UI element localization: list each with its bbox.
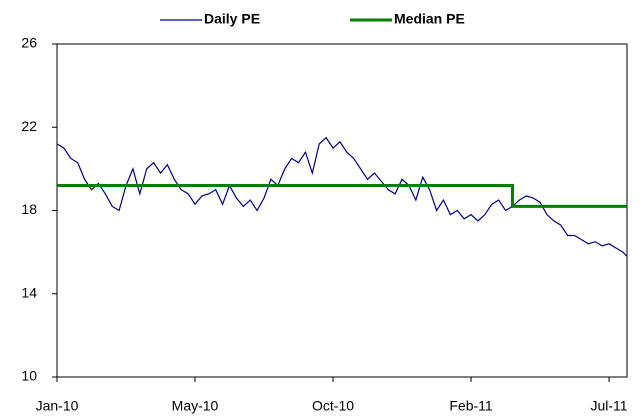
legend-label: Daily PE [204,11,260,27]
y-tick-label: 22 [21,118,37,134]
series-line [56,136,628,257]
x-tick-label: Jul-11 [591,398,628,414]
legend-label: Median PE [394,11,465,27]
y-tick-label: 26 [21,35,37,51]
x-tick-label: Jan-10 [36,398,79,414]
y-tick-label: 14 [21,284,37,300]
y-tick-label: 10 [21,368,37,384]
x-tick-label: Feb-11 [449,398,493,414]
series-line [57,184,627,208]
y-tick-label: 18 [21,201,37,217]
x-tick-label: May-10 [172,398,219,414]
plot-frame [56,43,628,378]
x-tick-label: Oct-10 [312,398,354,414]
